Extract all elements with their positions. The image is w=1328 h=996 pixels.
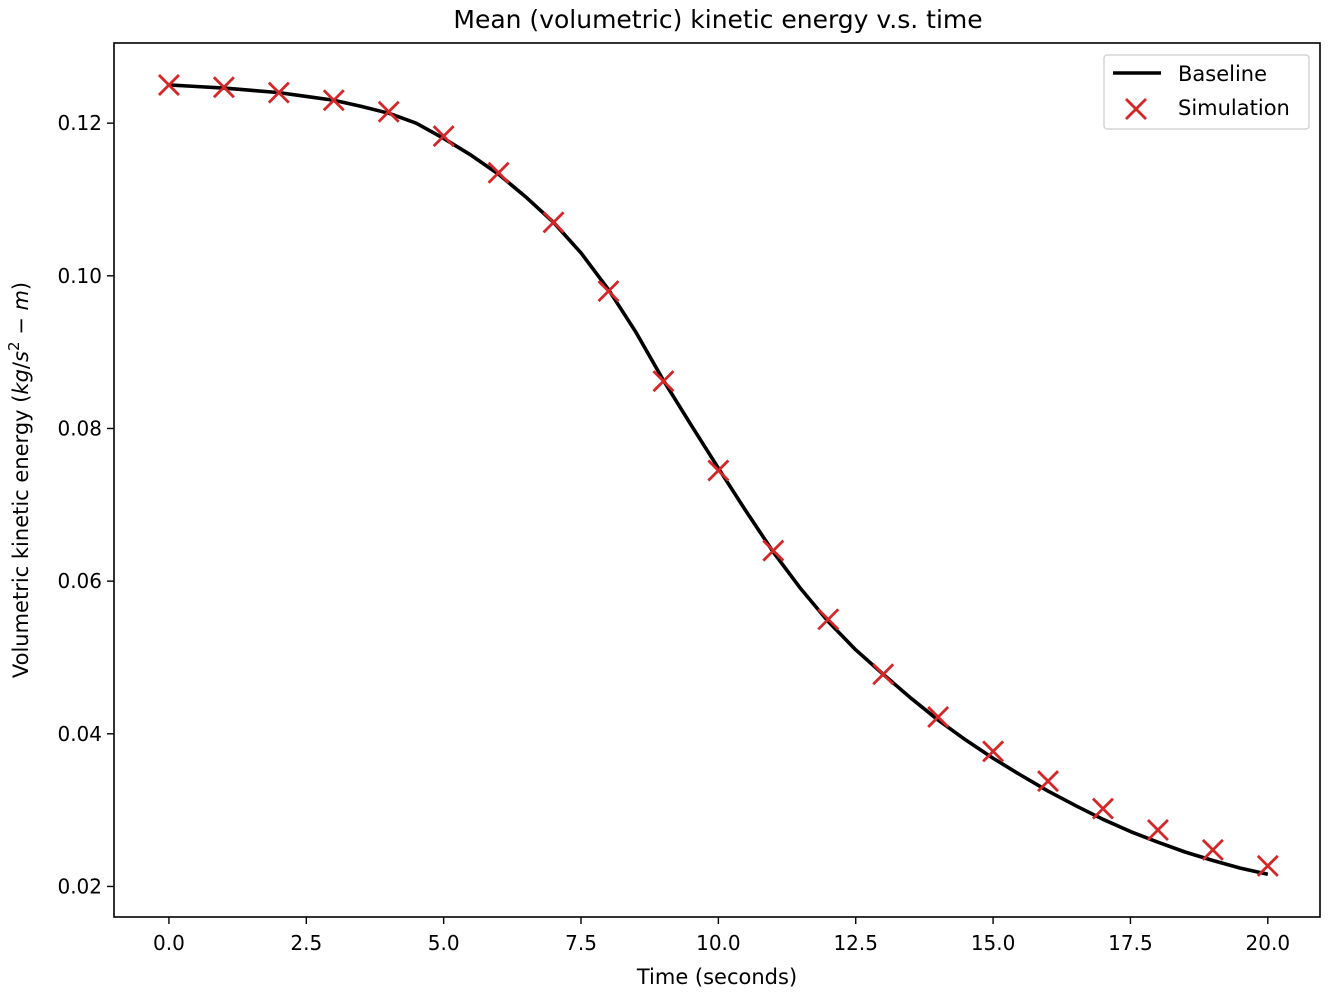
simulation-point [872,663,895,686]
x-tick-label: 0.0 [153,931,185,955]
plot-frame [113,42,1321,918]
x-tick-label: 2.5 [290,931,322,955]
simulation-point [597,280,620,303]
simulation-point [982,740,1005,763]
y-axis-label: Volumetric kinetic energy (kg/s2 − m) [5,282,33,678]
y-axis-label-suffix: ) [9,282,33,290]
y-axis-label-kg: kg [9,369,33,395]
y-axis-label-m: m [9,290,33,310]
x-axis-label: Time (seconds) [636,965,797,989]
y-tick-label: 0.10 [57,264,102,288]
simulation-point [1146,818,1169,841]
legend-simulation-swatch [1125,98,1147,120]
simulation-point [1201,838,1224,861]
x-tick-label: 17.5 [1108,931,1153,955]
series-layer [157,73,1279,877]
baseline-series-line [168,83,1269,877]
legend-baseline-label: Baseline [1178,62,1267,86]
y-tick-label: 0.08 [57,416,102,440]
simulation-point [432,125,455,148]
legend-simulation-label: Simulation [1178,96,1290,120]
x-tick-label: 5.0 [428,931,460,955]
chart-title: Mean (volumetric) kinetic energy v.s. ti… [453,5,982,34]
y-axis-label-prefix: Volumetric kinetic energy ( [9,395,33,679]
simulation-point [322,89,345,112]
simulation-point [157,73,180,96]
simulation-point [1256,854,1279,877]
simulation-point [212,76,235,99]
simulation-point [1037,770,1060,793]
x-tick-label: 10.0 [696,931,741,955]
simulation-point [762,539,785,562]
legend: Baseline Simulation [1103,54,1310,130]
y-axis: 0.02 0.04 0.06 0.08 0.10 0.12 [57,111,114,898]
y-tick-label: 0.06 [57,569,102,593]
x-tick-label: 15.0 [971,931,1016,955]
simulation-point [817,608,840,631]
simulation-point [487,161,510,184]
y-axis-label-exponent: 2 [5,341,23,351]
y-axis-label-slash: / [9,361,33,369]
simulation-point [707,459,730,482]
simulation-point [927,706,950,729]
y-tick-label: 0.04 [57,722,102,746]
x-tick-label: 12.5 [833,931,878,955]
x-tick-label: 7.5 [565,931,597,955]
simulation-point [542,211,565,234]
x-tick-label: 20.0 [1246,931,1291,955]
y-tick-label: 0.02 [57,874,102,898]
simulation-point [267,81,290,104]
y-axis-label-minus: − [9,311,33,342]
simulation-point [652,370,675,393]
simulation-point [1091,797,1114,820]
x-axis: 0.0 2.5 5.0 7.5 10.0 12.5 15.0 17.5 20.0 [153,917,1290,955]
simulation-point [377,100,400,123]
y-tick-label: 0.12 [57,111,102,135]
y-axis-label-s: s [9,351,33,362]
